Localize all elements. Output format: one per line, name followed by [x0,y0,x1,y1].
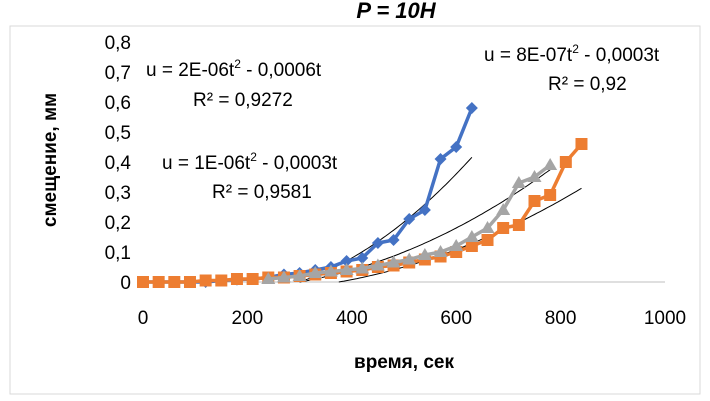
data-point [480,221,495,233]
x-tick-label: 1000 [644,308,686,329]
x-tick-label: 800 [545,308,577,329]
data-point [418,204,431,216]
series-layer [137,102,588,288]
trend-annotation-1-r2: R² = 0,9272 [193,90,293,111]
y-tick-label: 0,6 [105,93,131,114]
x-axis-title: время, сек [354,352,454,373]
y-axis-title: смещение, мм [40,93,61,227]
data-point [511,176,526,188]
trend-annotation-3-r2: R² = 0,9581 [212,182,312,203]
trend-annotation-2-r2: R² = 0,92 [548,74,627,95]
data-point [433,245,448,257]
y-tick-label: 0,4 [105,153,132,174]
data-point [355,261,370,274]
data-point [465,240,478,252]
data-point [464,230,479,242]
x-tick-label: 400 [336,308,368,329]
data-point [323,264,338,277]
data-point [417,248,432,260]
data-point [481,234,494,246]
y-tick-label: 0,1 [105,243,131,264]
data-point [370,258,385,271]
data-point [340,255,353,267]
data-point [559,156,572,168]
x-tick-label: 600 [440,308,472,329]
trend-annotation-1-equation: u = 2E-06t2 - 0,0006t [146,57,322,81]
data-point [168,276,181,288]
data-point [276,270,291,283]
x-tick-label: 200 [232,308,264,329]
data-point [527,170,542,182]
data-point [246,273,259,285]
data-point [215,274,228,287]
data-point [403,213,416,225]
data-point [512,219,525,231]
data-point [292,269,307,281]
data-point [261,272,276,284]
data-point [544,189,557,201]
header-fragment: P = 10H [356,0,436,23]
data-point [402,252,417,265]
data-point [497,222,510,234]
y-tick-labels: 0 0,1 0,2 0,3 0,4 0,5 0,6 0,7 0,8 [105,33,132,294]
data-point [386,255,401,268]
data-point [371,237,384,249]
data-point [137,276,149,288]
y-tick-label: 0,2 [105,213,131,234]
x-tick-label: 0 [138,308,149,329]
data-point [496,203,511,215]
data-point [528,195,541,207]
data-point [199,274,212,287]
y-tick-label: 0,3 [105,183,131,204]
data-point [575,138,588,150]
chart-border [9,25,701,395]
data-point [152,276,165,288]
data-point [543,158,558,170]
data-point [387,234,400,246]
trend-annotation-2-equation: u = 8E-07t2 - 0,0003t [484,42,660,66]
y-tick-label: 0,5 [105,123,131,144]
data-point [339,263,354,275]
series-3 [261,158,558,284]
data-point [465,102,478,114]
data-point [450,141,463,153]
data-point [434,153,447,165]
y-tick-label: 0,7 [105,63,131,84]
x-tick-labels: 0 200 400 600 800 1000 [138,308,686,329]
y-tick-label: 0,8 [105,33,131,54]
data-point [183,276,196,288]
data-point [308,266,323,278]
data-point [356,252,369,264]
trend-annotation-3-equation: u = 1E-06t2 - 0,0003t [162,150,338,174]
y-tick-label: 0 [120,273,131,294]
data-point [230,273,243,285]
data-point [449,239,464,251]
